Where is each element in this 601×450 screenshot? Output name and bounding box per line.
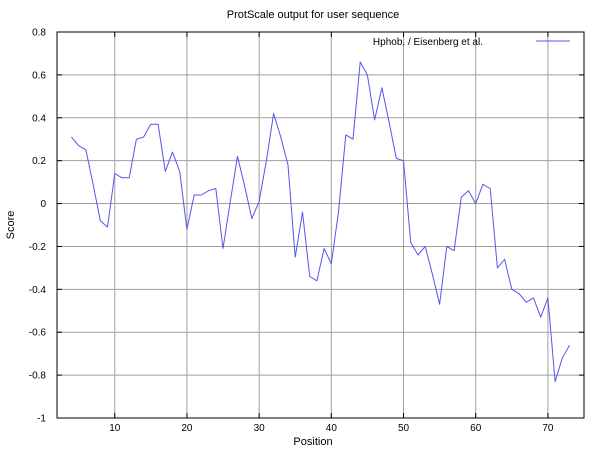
- x-tick-label: 20: [181, 423, 193, 434]
- y-tick-label: 0: [40, 199, 46, 210]
- x-axis-title: Position: [293, 436, 332, 448]
- x-tick-label: 10: [109, 423, 121, 434]
- y-tick-label: 0.2: [32, 156, 46, 167]
- y-tick-label: 0.4: [32, 113, 46, 124]
- series-layer: [71, 61, 571, 382]
- y-tick-label: 0.6: [32, 70, 46, 81]
- legend: Hphob. / Eisenberg et al.: [373, 37, 570, 48]
- plot-frame: [56, 31, 585, 419]
- x-tick-label: 70: [542, 423, 554, 434]
- y-axis-title: Score: [5, 211, 17, 240]
- series-line: [71, 61, 571, 382]
- y-tick-label: -1: [37, 414, 46, 425]
- y-tick-label: -0.8: [29, 371, 47, 382]
- x-tick-label: 30: [254, 423, 266, 434]
- x-tick-label: 40: [326, 423, 338, 434]
- grid-lines: [57, 32, 584, 418]
- x-tick-label: 50: [398, 423, 410, 434]
- y-tick-label: -0.4: [29, 285, 47, 296]
- chart-title: ProtScale output for user sequence: [227, 9, 399, 21]
- x-tick-label: 60: [470, 423, 482, 434]
- y-axis-ticks: -1 -0.8 -0.6 -0.4 -0.2 0 0.2 0.4 0.6 0.8: [29, 28, 584, 425]
- x-axis-ticks: 10 20 30 40 50 60 70: [109, 32, 554, 434]
- y-tick-label: -0.6: [29, 328, 47, 339]
- y-tick-label: -0.2: [29, 242, 47, 253]
- y-tick-label: 0.8: [32, 28, 46, 39]
- legend-label: Hphob. / Eisenberg et al.: [373, 37, 483, 48]
